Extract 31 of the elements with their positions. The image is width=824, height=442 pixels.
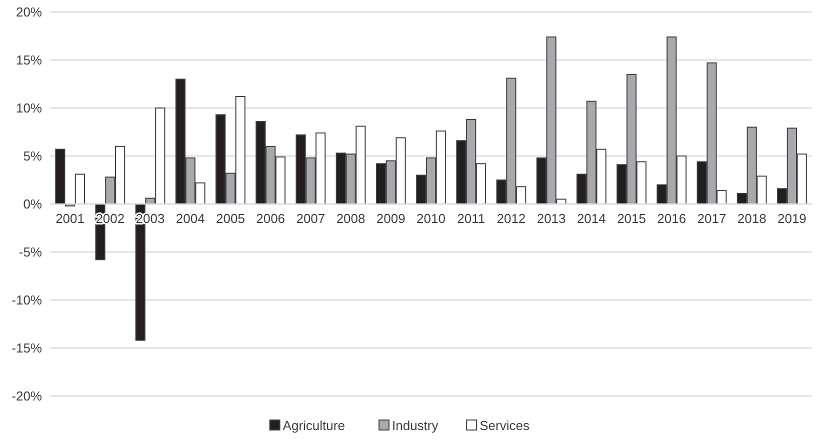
y-tick-label: 0% — [23, 196, 42, 212]
y-tick-label: 20% — [16, 4, 42, 20]
y-tick-label: 15% — [16, 52, 42, 68]
x-tick-label: 2009 — [376, 211, 406, 226]
x-tick-label: 2006 — [256, 211, 286, 226]
y-tick-label: -20% — [12, 388, 42, 404]
x-tick-label: 2005 — [216, 211, 245, 226]
y-tick-label: 5% — [23, 148, 42, 164]
legend-label: Services — [480, 418, 530, 433]
bar — [74, 174, 85, 204]
x-tick-label: 2011 — [457, 211, 486, 226]
legend-label: Industry — [392, 418, 439, 433]
x-tick-label: 2012 — [496, 211, 526, 226]
x-tick-label: 2014 — [576, 211, 606, 226]
x-tick-label: 2016 — [657, 211, 686, 226]
x-tick-label: 2001 — [56, 211, 85, 226]
x-tick-label: 2018 — [737, 211, 766, 226]
x-tick-label: 2010 — [416, 211, 446, 226]
x-tick-label: 2015 — [617, 211, 646, 226]
y-tick-label: -15% — [12, 340, 42, 356]
x-tick-label: 2013 — [536, 211, 566, 226]
bar — [55, 148, 66, 204]
y-tick-label: -5% — [18, 244, 42, 260]
x-tick-label: 2019 — [777, 211, 806, 226]
x-tick-label: 2007 — [296, 211, 326, 226]
x-tick-label: 2017 — [697, 211, 726, 226]
y-tick-label: 10% — [16, 100, 42, 116]
x-tick-label: 2008 — [336, 211, 366, 226]
legend-label: Agriculture — [282, 418, 345, 433]
y-tick-label: -10% — [12, 292, 42, 308]
x-tick-label: 2004 — [176, 211, 205, 226]
